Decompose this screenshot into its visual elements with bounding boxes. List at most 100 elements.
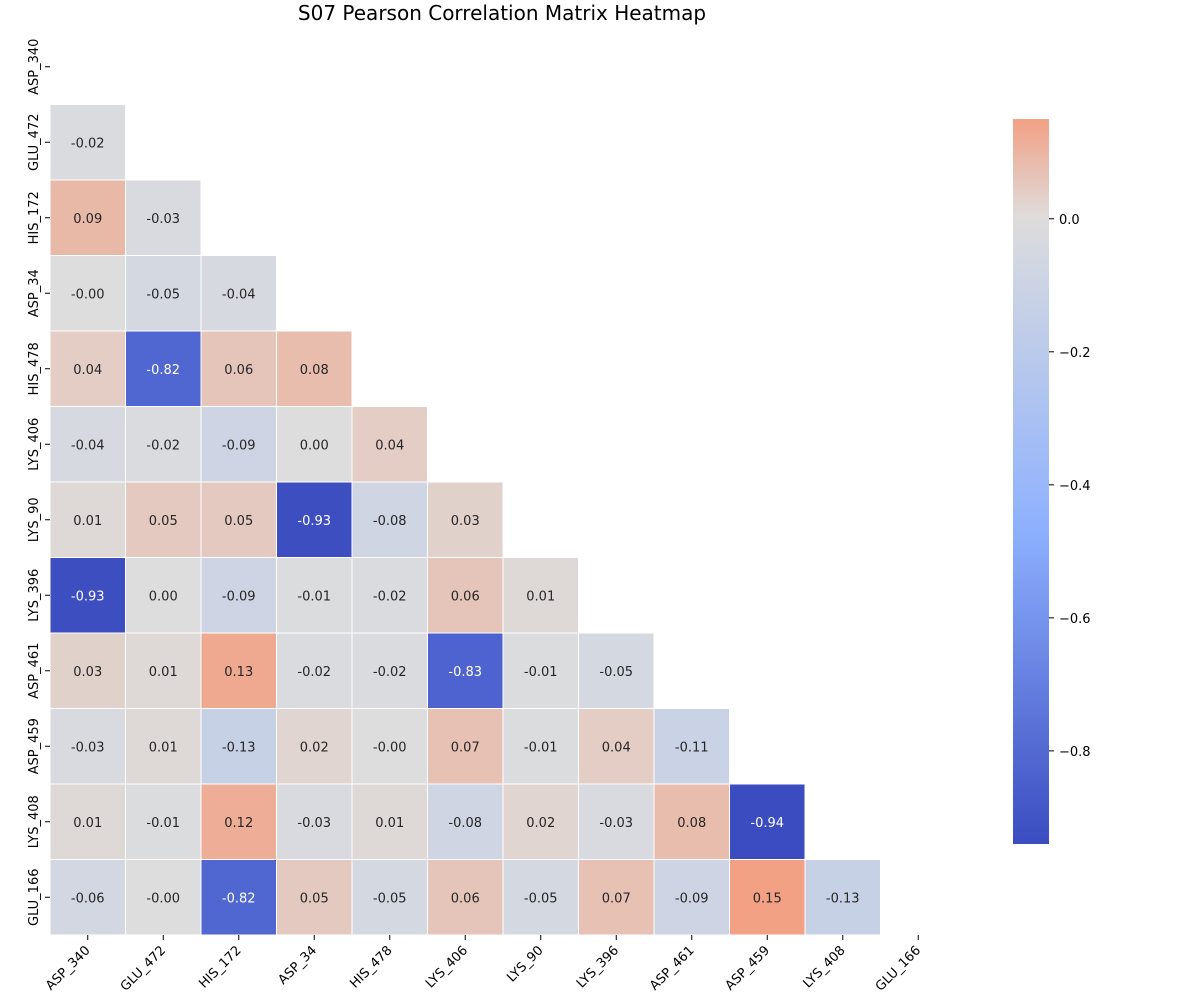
heatmap-cell <box>125 406 202 483</box>
heatmap-cell <box>427 783 504 860</box>
heatmap-cell <box>351 481 428 558</box>
cell-value-label: 0.07 <box>602 891 631 906</box>
cell-value-label: -0.05 <box>373 891 407 906</box>
cell-value-label: -0.09 <box>222 589 256 604</box>
heatmap-cell <box>804 859 881 936</box>
cell-value-label: -0.09 <box>675 891 709 906</box>
cell-value-label: -0.06 <box>71 891 105 906</box>
x-tick-label: ASP_461 <box>647 943 697 993</box>
cell-value-label: -0.08 <box>448 816 482 831</box>
cell-value-label: -0.03 <box>297 816 331 831</box>
colorbar-tick-label: −0.4 <box>1059 479 1091 494</box>
cell-value-label: -0.00 <box>373 740 407 755</box>
cell-value-label: 0.02 <box>526 816 555 831</box>
cell-value-label: -0.01 <box>146 816 180 831</box>
heatmap-cell <box>125 557 202 634</box>
heatmap-cell <box>200 708 277 785</box>
heatmap-cell <box>427 557 504 634</box>
cell-value-label: 0.06 <box>224 363 253 378</box>
cell-value-label: 0.01 <box>149 665 178 680</box>
cell-value-label: 0.13 <box>224 665 253 680</box>
cell-value-label: -0.13 <box>826 891 860 906</box>
cell-value-label: -0.03 <box>146 212 180 227</box>
heatmap-cell <box>276 481 353 558</box>
heatmap-cell <box>200 783 277 860</box>
y-tick-label: ASP_340 <box>27 39 42 95</box>
cell-value-label: -0.93 <box>297 514 331 529</box>
cell-value-label: 0.01 <box>73 514 102 529</box>
cell-value-label: 0.01 <box>375 816 404 831</box>
y-tick-label: LYS_406 <box>27 418 42 471</box>
cell-value-label: 0.05 <box>149 514 178 529</box>
heatmap-cell <box>49 179 126 256</box>
cell-value-label: 0.08 <box>300 363 329 378</box>
cell-value-label: 0.02 <box>300 740 329 755</box>
y-tick-label: HIS_478 <box>27 342 42 395</box>
cell-value-label: -0.94 <box>750 816 784 831</box>
y-tick-label: ASP_459 <box>27 718 42 774</box>
heatmap-cell <box>276 557 353 634</box>
cell-value-label: -0.02 <box>373 589 407 604</box>
cell-value-label: -0.04 <box>222 287 256 302</box>
heatmap-cell <box>200 406 277 483</box>
cell-value-label: 0.15 <box>753 891 782 906</box>
heatmap-cell <box>125 708 202 785</box>
y-tick-label: GLU_166 <box>27 869 42 927</box>
x-tick-label: LYS_406 <box>423 943 471 991</box>
x-tick-label: LYS_396 <box>574 943 622 991</box>
cell-value-label: 0.04 <box>375 438 404 453</box>
heatmap-cell <box>351 406 428 483</box>
cell-value-label: -0.08 <box>373 514 407 529</box>
cell-value-label: 0.00 <box>149 589 178 604</box>
y-tick-label: LYS_90 <box>27 497 42 542</box>
colorbar: 0.0 −0.2 −0.4 −0.6 −0.8 <box>1013 119 1091 844</box>
cell-value-label: -0.04 <box>71 438 105 453</box>
cell-value-label: -0.05 <box>524 891 558 906</box>
heatmap-cell <box>729 783 806 860</box>
cell-value-label: 0.09 <box>73 212 102 227</box>
cell-value-label: 0.04 <box>602 740 631 755</box>
heatmap-cell <box>653 859 730 936</box>
cell-value-label: 0.08 <box>677 816 706 831</box>
cell-value-label: 0.03 <box>451 514 480 529</box>
heatmap-cell <box>276 330 353 407</box>
x-tick-label: HIS_172 <box>196 943 244 991</box>
cell-value-label: 0.01 <box>526 589 555 604</box>
cell-value-label: -0.01 <box>297 589 331 604</box>
y-tick-label: ASP_34 <box>27 269 42 317</box>
cell-value-label: -0.13 <box>222 740 256 755</box>
heatmap-cell <box>276 406 353 483</box>
x-tick-label: ASP_340 <box>43 943 93 993</box>
colorbar-tick-label: −0.6 <box>1059 612 1091 627</box>
heatmap-cell <box>578 632 655 709</box>
cell-value-label: -0.82 <box>222 891 256 906</box>
cell-value-label: -0.09 <box>222 438 256 453</box>
x-tick-label: LYS_408 <box>800 943 848 991</box>
cell-value-label: 0.05 <box>224 514 253 529</box>
cell-value-label: 0.05 <box>300 891 329 906</box>
cell-value-label: -0.02 <box>146 438 180 453</box>
cell-value-label: -0.03 <box>71 740 105 755</box>
heatmap-cells: -0.02 0.09 -0.03 -0.00 -0.05 -0.04 0.04 -0.82 0.… <box>49 104 881 936</box>
cell-value-label: 0.01 <box>149 740 178 755</box>
heatmap-cell <box>200 255 277 332</box>
heatmap-cell <box>578 783 655 860</box>
heatmap-cell <box>427 859 504 936</box>
y-tick-label: HIS_172 <box>27 191 42 244</box>
cell-value-label: -0.03 <box>599 816 633 831</box>
cell-value-label: 0.12 <box>224 816 253 831</box>
heatmap-cell <box>125 481 202 558</box>
cell-value-label: -0.93 <box>71 589 105 604</box>
heatmap-cell <box>276 708 353 785</box>
heatmap-cell <box>125 330 202 407</box>
cell-value-label: -0.00 <box>71 287 105 302</box>
cell-value-label: 0.01 <box>73 816 102 831</box>
cell-value-label: 0.06 <box>451 891 480 906</box>
heatmap-cell <box>200 481 277 558</box>
cell-value-label: -0.00 <box>146 891 180 906</box>
cell-value-label: -0.05 <box>146 287 180 302</box>
heatmap-cell <box>502 557 579 634</box>
heatmap-cell <box>427 481 504 558</box>
cell-value-label: -0.02 <box>373 665 407 680</box>
